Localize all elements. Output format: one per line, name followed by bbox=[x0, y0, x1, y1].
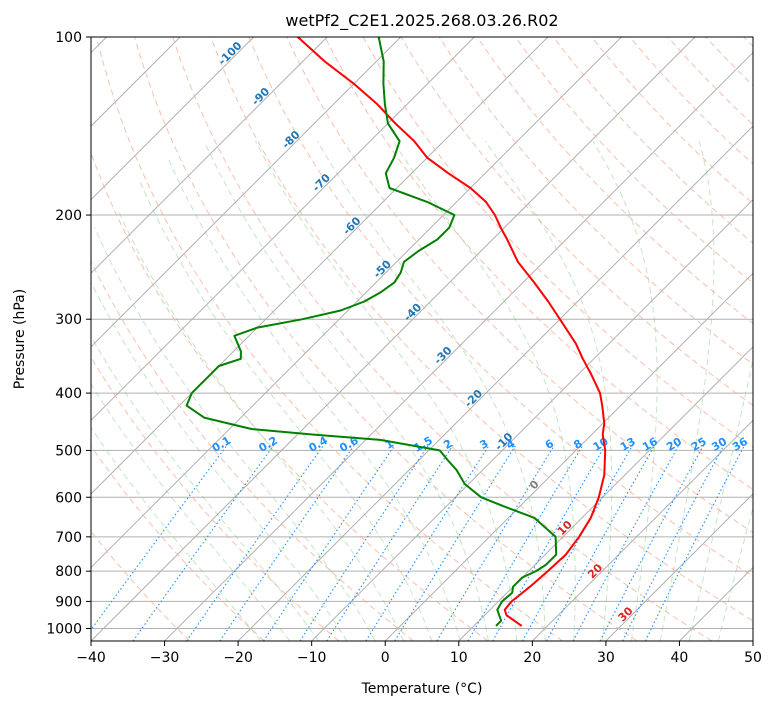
mixing-ratio-labels: 0.1 0.2 0.4 0.6 1 1.5 2 3 4 6 8 10 13 16 20 25 30 36 bbox=[210, 434, 750, 455]
moist-adiabat bbox=[91, 335, 319, 641]
mixing-ratio-line bbox=[436, 444, 555, 641]
y-tick-label: 400 bbox=[55, 386, 82, 402]
isotherm-line bbox=[91, 37, 255, 201]
moist-adiabat bbox=[94, 227, 376, 641]
x-tick-label: 10 bbox=[450, 650, 468, 666]
moist-adiabat bbox=[91, 382, 291, 641]
x-tick-label: 20 bbox=[523, 650, 541, 666]
isotherm-line bbox=[91, 37, 549, 495]
plot-background bbox=[91, 37, 753, 641]
x-tick-label: 30 bbox=[597, 650, 615, 666]
x-axis-label: Temperature (°C) bbox=[361, 681, 483, 697]
isotherm-line bbox=[164, 51, 753, 641]
background-lines bbox=[91, 37, 753, 641]
y-tick-label: 100 bbox=[55, 30, 82, 46]
isotherm-line bbox=[384, 272, 753, 641]
x-tick-label: −30 bbox=[150, 650, 180, 666]
moist-adiabat bbox=[392, 140, 576, 641]
mixing-ratio-line bbox=[622, 444, 725, 641]
dry-adiabat bbox=[514, 37, 753, 284]
isotherm-line bbox=[605, 493, 753, 641]
moist-adiabat bbox=[688, 357, 753, 641]
plot-frame bbox=[90, 36, 754, 642]
isotherm-line bbox=[237, 125, 753, 641]
y-tick-label: 700 bbox=[55, 530, 82, 546]
x-tick-label: −40 bbox=[76, 650, 106, 666]
x-tick-label: 40 bbox=[671, 650, 689, 666]
y-axis: 1000 900 800 700 600 500 400 300 200 100 bbox=[46, 30, 91, 637]
moist-adiabat bbox=[139, 180, 433, 641]
isotherm-line bbox=[531, 419, 753, 641]
dry-adiabat bbox=[91, 260, 414, 641]
mixing-ratio-line bbox=[522, 444, 634, 641]
moist-adiabat bbox=[484, 140, 613, 641]
isotherm-line bbox=[91, 37, 475, 422]
isotherm-label: 40 bbox=[646, 647, 666, 667]
dry-adiabat bbox=[248, 37, 753, 577]
mixing-ratio-line bbox=[644, 444, 745, 641]
x-tick-label: 0 bbox=[381, 650, 390, 666]
dry-adiabat bbox=[91, 445, 265, 641]
moist-adiabat bbox=[316, 140, 546, 641]
y-tick-label: 500 bbox=[55, 443, 82, 459]
moist-adiabat bbox=[203, 140, 489, 641]
mixing-ratio-line bbox=[546, 444, 656, 641]
mixing-ratio-line bbox=[263, 444, 396, 641]
dry-adiabat bbox=[210, 37, 753, 622]
chart-title: wetPf2_C2E1.2025.268.03.26.R02 bbox=[285, 11, 558, 31]
dry-adiabat bbox=[134, 37, 638, 641]
y-tick-label: 800 bbox=[55, 564, 82, 580]
y-axis-label: Pressure (hPa) bbox=[12, 289, 28, 389]
y-tick-label: 600 bbox=[55, 490, 82, 506]
profile-series bbox=[185, 37, 607, 627]
dry-adiabat bbox=[172, 37, 713, 641]
mixing-ratio-line bbox=[219, 444, 355, 641]
x-tick-label: −20 bbox=[223, 650, 253, 666]
dry-adiabat bbox=[286, 37, 753, 534]
moist-adiabat bbox=[592, 140, 658, 641]
moist-adiabat bbox=[659, 141, 715, 641]
x-tick-label: −10 bbox=[297, 650, 327, 666]
moist-adiabat bbox=[117, 208, 405, 641]
isotherm-line bbox=[91, 37, 402, 348]
mixing-ratio-line bbox=[132, 444, 275, 641]
isotherm-line bbox=[91, 37, 328, 274]
isotherm-line bbox=[458, 346, 753, 641]
temperature-profile-line bbox=[297, 37, 607, 627]
isotherm-line bbox=[752, 640, 753, 641]
moist-adiabat bbox=[91, 426, 262, 641]
y-tick-label: 1000 bbox=[46, 621, 82, 637]
y-tick-label: 900 bbox=[55, 594, 82, 610]
moist-adiabat bbox=[91, 281, 348, 641]
x-tick-label: 50 bbox=[744, 650, 762, 666]
dry-adiabat bbox=[324, 37, 753, 491]
dewpoint-profile-line bbox=[185, 37, 558, 627]
mixing-ratio-line bbox=[365, 444, 490, 641]
isotherm-line bbox=[91, 37, 622, 569]
mixing-ratio-line bbox=[299, 444, 429, 641]
x-axis: −40 −30 −20 −10 0 10 20 30 40 50 bbox=[76, 641, 762, 666]
mixing-ratio-line bbox=[326, 444, 454, 641]
y-tick-label: 300 bbox=[55, 312, 82, 328]
isotherm-line bbox=[91, 37, 696, 641]
mixing-ratio-line bbox=[394, 444, 517, 641]
dry-adiabat bbox=[91, 356, 340, 641]
mixing-ratio-line bbox=[186, 444, 325, 641]
moist-adiabat bbox=[717, 505, 753, 641]
y-tick-label: 200 bbox=[55, 208, 82, 224]
